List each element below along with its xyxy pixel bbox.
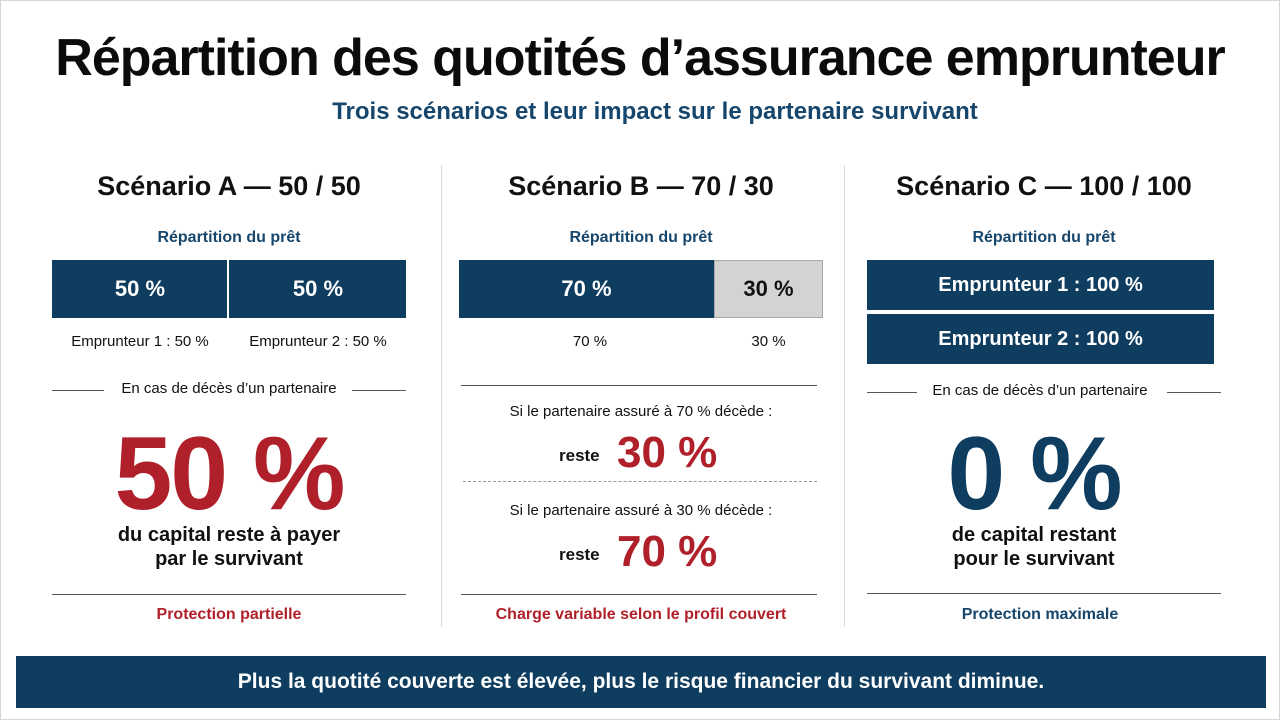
scenario-b-split-heading: Répartition du prêt <box>569 229 713 246</box>
scenario-a-title: Scénario A — 50 / 50 <box>97 171 361 201</box>
column-divider <box>441 165 442 627</box>
bottom-banner: Plus la quotité couverte est élevée, plu… <box>16 656 1266 708</box>
scenario-b-bar-left: 70 % <box>459 260 714 318</box>
scenario-c-big-value: 0 % <box>947 416 1122 532</box>
scenario-a-bar-right: 50 % <box>292 276 344 301</box>
scenario-a-desc-line2: par le survivant <box>155 548 303 570</box>
scenario-a-big-value: 50 % <box>114 416 345 532</box>
scenario-a-label-left: Emprunteur 1 : 50 % <box>71 333 209 350</box>
scenario-b-bar-right: 30 % <box>714 260 823 318</box>
scenario-b-label-left: 70 % <box>572 333 608 350</box>
scenario-c-case-heading: En cas de décès d’un partenaire <box>867 382 1221 402</box>
scenario-a-bar-left: 50 % <box>114 276 166 301</box>
scenario-c-title: Scénario C — 100 / 100 <box>896 171 1192 201</box>
scenario-b-case1-result: reste 30 % <box>459 428 823 478</box>
scenario-a-bar-divider <box>227 260 229 318</box>
scenario-a-footer-rule <box>52 594 406 595</box>
scenario-a-case-heading-text: En cas de décès d’un partenaire <box>121 380 337 397</box>
scenario-a-label-right: Emprunteur 2 : 50 % <box>249 333 387 350</box>
scenario-a-panel: Scénario A — 50 / 50 Répartition du prêt… <box>52 165 406 627</box>
scenario-a-split-bar <box>52 260 406 318</box>
scenario-b-title: Scénario B — 70 / 30 <box>508 171 774 201</box>
scenario-c-case-heading-text: En cas de décès d’un partenaire <box>932 382 1148 399</box>
page-subtitle: Trois scénarios et leur impact sur le pa… <box>332 98 978 125</box>
scenario-b-label-right: 30 % <box>751 333 786 350</box>
scenario-b-footer-rule <box>461 594 817 595</box>
scenario-a-desc-line1: du capital reste à payer <box>117 524 341 546</box>
scenario-a-split-heading: Répartition du prêt <box>157 229 301 246</box>
scenario-b-top-rule <box>461 385 817 386</box>
scenario-c-desc-line1: de capital restant <box>951 524 1117 546</box>
scenario-a-case-heading: En cas de décès d’un partenaire <box>52 380 406 400</box>
scenario-b-case2-text: Si le partenaire assuré à 30 % décède : <box>509 502 773 519</box>
scenario-c-desc-line2: pour le survivant <box>953 548 1115 570</box>
scenario-b-case2-result: reste 70 % <box>459 527 823 577</box>
column-divider <box>844 165 845 627</box>
scenario-c-footer-rule <box>867 593 1221 594</box>
scenario-c-footer: Protection maximale <box>961 606 1119 623</box>
scenario-c-split-heading: Répartition du prêt <box>972 229 1116 246</box>
page-title: Répartition des quotités d’assurance emp… <box>55 29 1225 87</box>
scenario-b-footer: Charge variable selon le profil couvert <box>495 606 787 623</box>
scenario-c-panel: Scénario C — 100 / 100 Répartition du pr… <box>867 165 1221 627</box>
scenario-a-footer: Protection partielle <box>156 606 302 623</box>
scenario-b-case2-value: 70 % <box>617 527 718 576</box>
scenario-c-bar-bottom: Emprunteur 2 : 100 % <box>867 314 1214 364</box>
scenario-b-case1-label: reste <box>559 446 600 465</box>
scenario-b-case-divider <box>463 481 817 482</box>
scenario-b-case1-text: Si le partenaire assuré à 70 % décède : <box>509 403 773 420</box>
scenario-b-case2-label: reste <box>559 545 600 564</box>
scenario-c-bar-top: Emprunteur 1 : 100 % <box>867 260 1214 310</box>
scenario-b-panel: Scénario B — 70 / 30 Répartition du prêt… <box>459 165 823 627</box>
scenario-b-case1-value: 30 % <box>617 428 718 477</box>
